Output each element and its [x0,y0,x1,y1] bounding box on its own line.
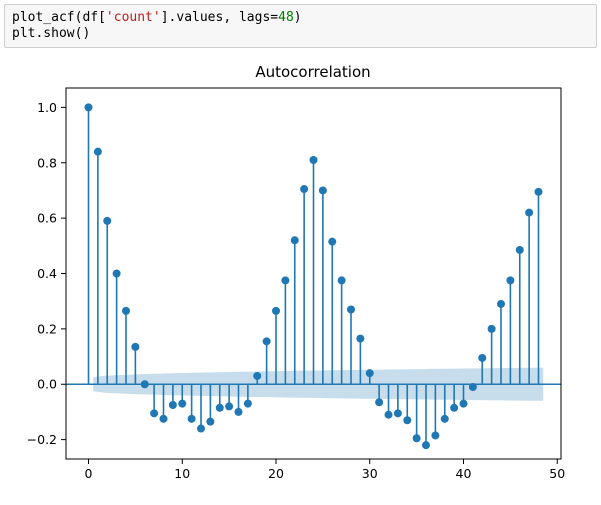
y-tick-label: 0.0 [37,377,57,392]
acf-point [412,434,421,443]
y-tick-label: 0.8 [37,155,57,170]
acf-point [356,334,365,343]
acf-point [84,103,93,112]
acf-point [403,416,412,425]
x-tick-label: 40 [456,466,472,481]
acf-point [206,417,215,426]
y-tick-label: 0.2 [37,321,57,336]
acf-point [318,186,327,195]
acf-point [187,414,196,423]
x-tick-label: 0 [85,466,93,481]
acf-point [215,403,224,412]
code-number-literal: 48 [278,10,294,25]
acf-point [281,276,290,285]
acf-point [450,403,459,412]
chart-output: Autocorrelation 0 10 20 30 40 50 −0.2 0.0 0.2 0.4… [0,54,601,500]
code-close-paren: ) [293,10,302,25]
code-fn-call: plot_acf(df[ [12,10,106,25]
x-tick-label: 30 [362,466,378,481]
acf-point [309,155,318,164]
acf-point [93,147,102,156]
acf-point [384,410,393,419]
acf-point [347,305,355,314]
acf-point [300,185,309,194]
acf-point [168,401,177,410]
acf-point [337,276,346,285]
acf-point [365,369,374,378]
x-tick-label: 10 [174,466,190,481]
y-tick-label: 0.4 [37,266,57,281]
y-tick-label: 0.6 [37,211,57,226]
stems [84,103,543,450]
acf-point [272,306,280,315]
acf-point [159,414,168,423]
acf-point [393,409,402,418]
acf-point [459,399,468,408]
code-cell[interactable]: plot_acf(df['count'].values, lags=48) pl… [4,4,597,48]
acf-point [262,337,271,346]
acf-point [234,407,243,416]
acf-point [243,399,252,408]
y-tick-label: −0.2 [27,432,57,447]
acf-point [328,237,337,246]
acf-point [197,424,205,433]
code-line-1: plot_acf(df['count'].values, lags=48) [12,10,302,25]
code-operator: = [270,10,279,25]
code-line-2: plt.show() [12,26,91,41]
acf-point [178,399,187,408]
code-args: ].values, lags [160,10,271,25]
y-tick-label: 1.0 [37,100,57,115]
acf-point [506,276,515,285]
acf-point [253,371,262,380]
code-string-literal: 'count' [105,10,161,25]
acf-point [290,236,299,245]
acf-point [225,402,234,411]
acf-point [431,431,440,440]
acf-point [112,269,121,278]
axes: 0 10 20 30 40 50 −0.2 0.0 0.2 0.4 0.6 0.8 1.0 [27,87,565,481]
acf-point [525,208,534,217]
acf-point [422,441,430,450]
acf-point [122,306,130,315]
acf-point [478,353,487,362]
acf-chart: Autocorrelation 0 10 20 30 40 50 −0.2 0.0 0.2 0.4… [27,63,566,481]
acf-point [103,216,112,225]
acf-point [497,299,505,308]
acf-point [487,324,496,333]
acf-point [375,398,384,407]
acf-point [515,245,524,254]
x-tick-label: 20 [268,466,284,481]
acf-point [131,342,140,351]
acf-point [150,409,159,418]
acf-point [534,187,543,196]
acf-point [440,414,449,423]
x-tick-label: 50 [549,466,565,481]
chart-title: Autocorrelation [255,63,370,81]
